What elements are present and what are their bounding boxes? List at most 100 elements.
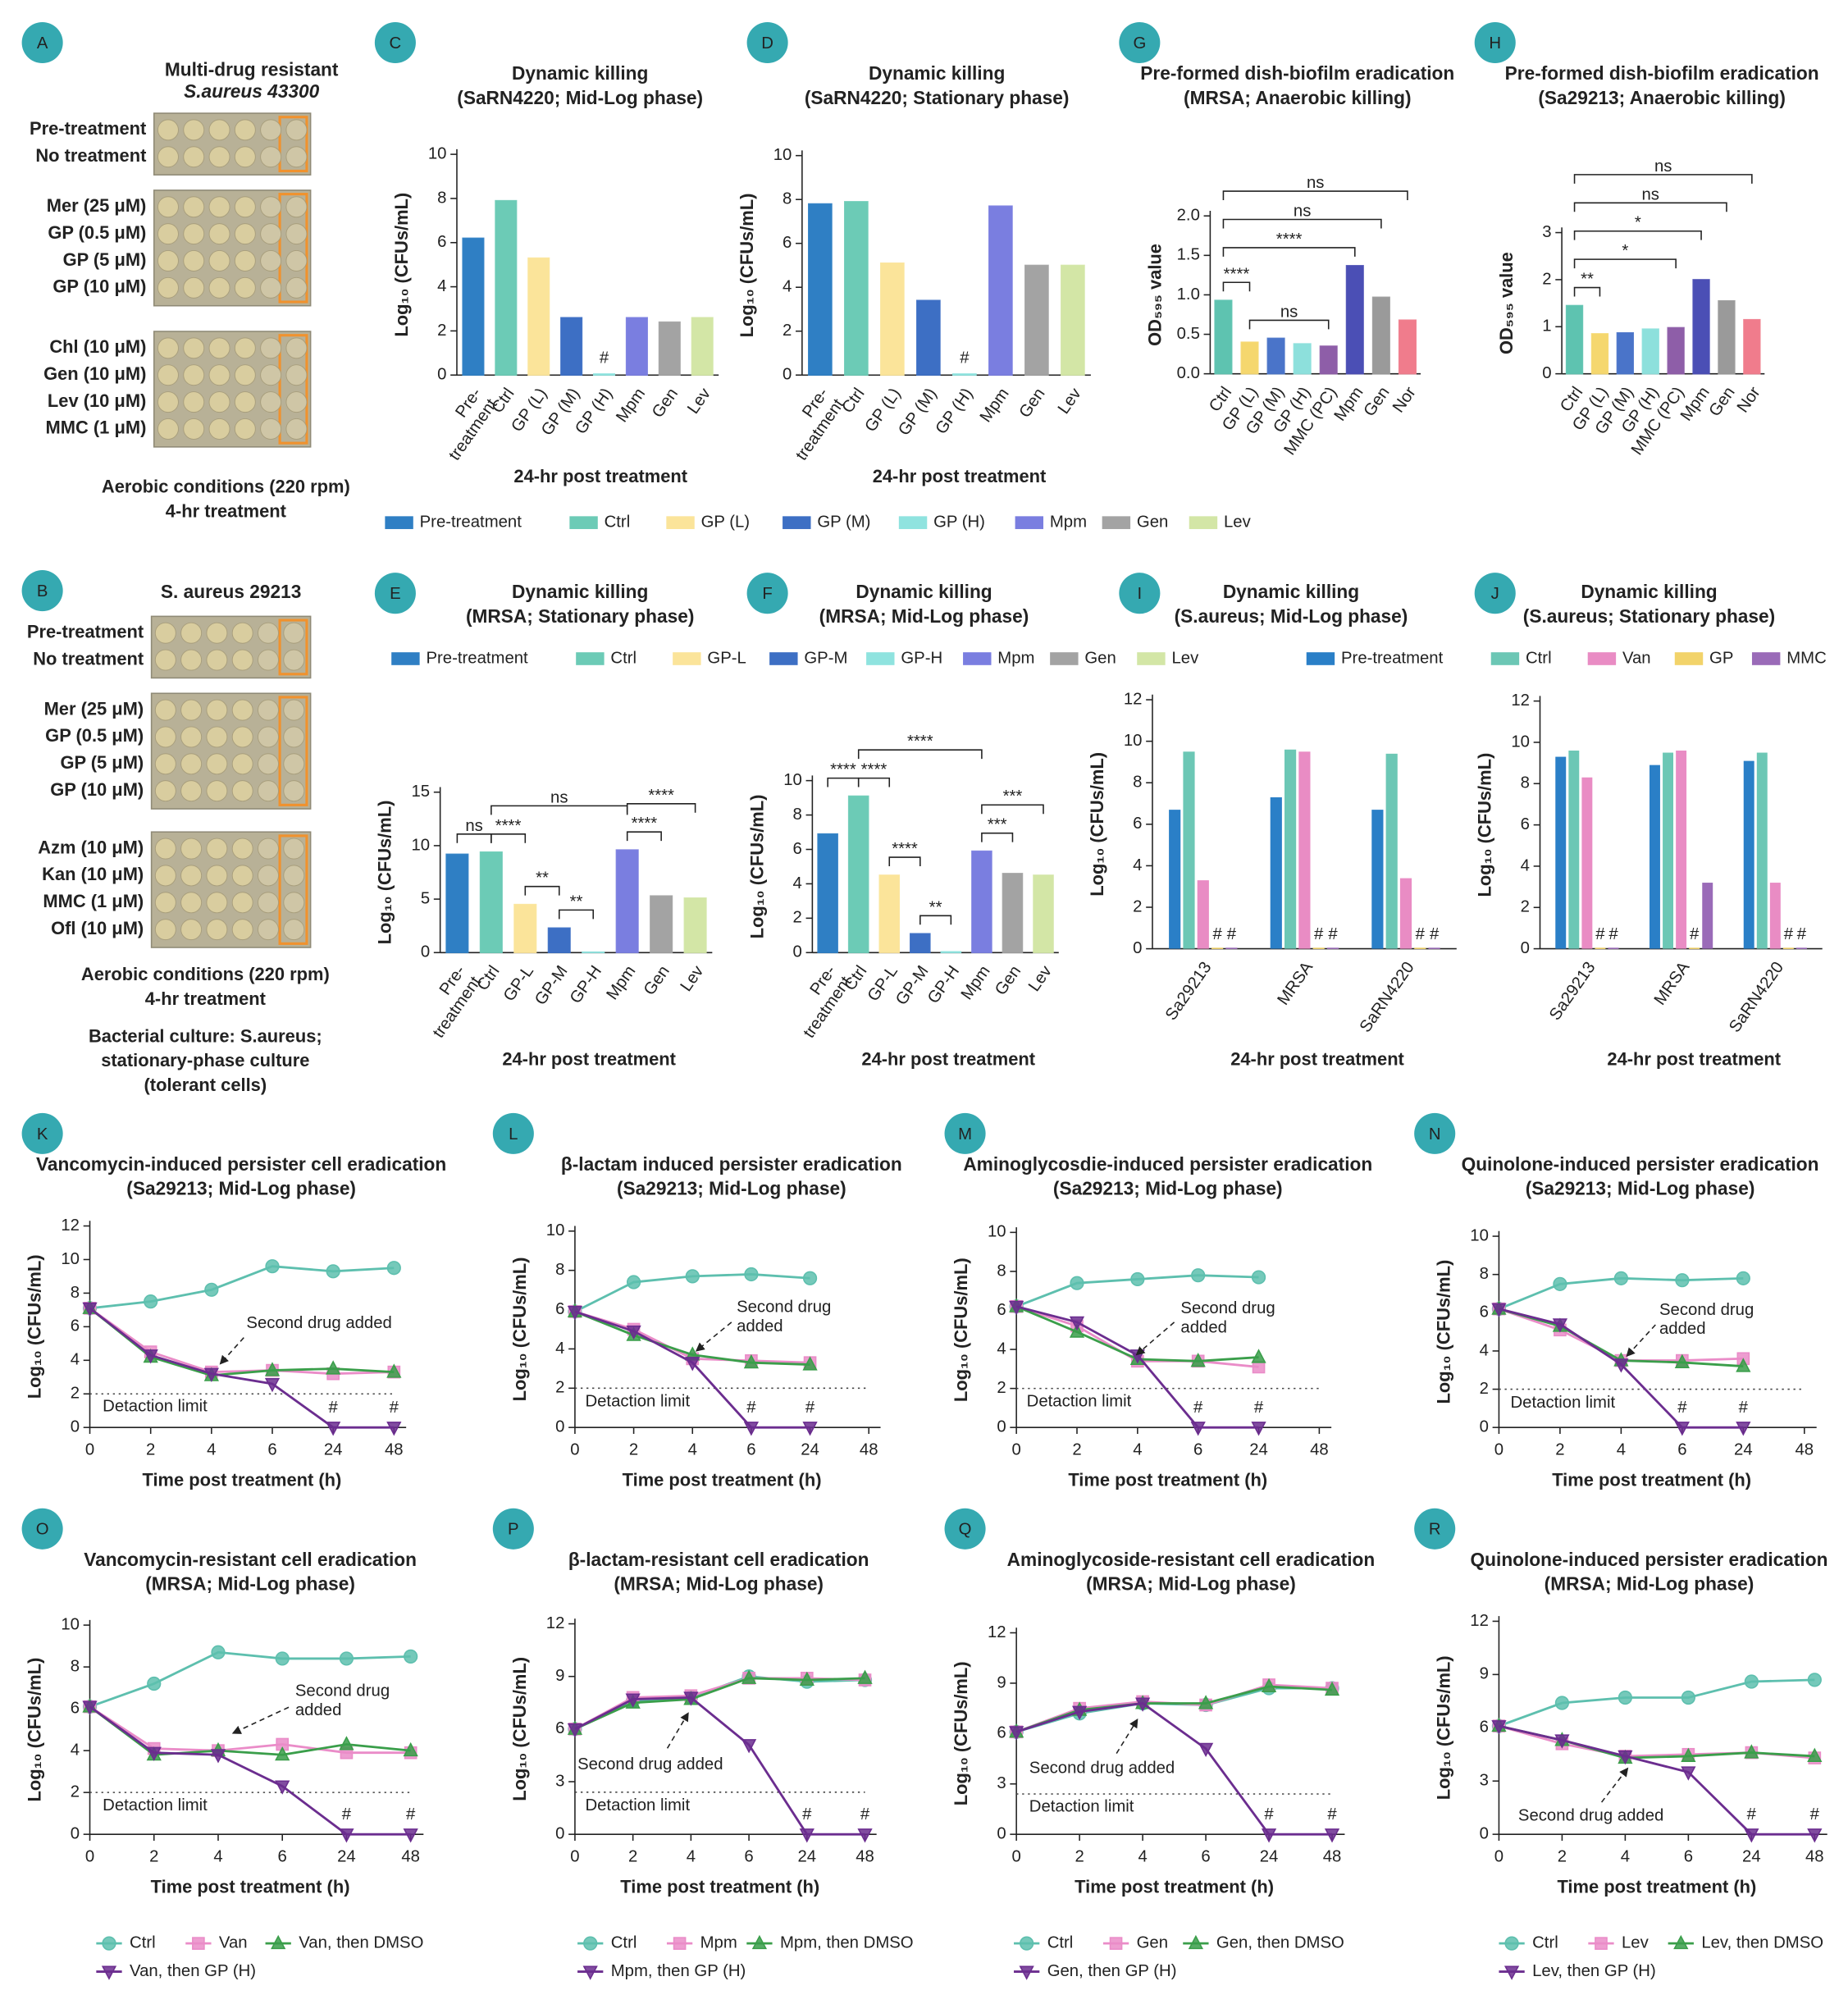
colony-spot (183, 418, 205, 440)
significance-bracket (524, 885, 560, 896)
y-axis-label: Log₁₀ (CFUs/mL) (1434, 1655, 1454, 1800)
chart-title: Dynamic killing (512, 62, 648, 84)
point (802, 1422, 818, 1436)
highlight-box (278, 834, 308, 945)
point (857, 1828, 873, 1843)
point (1261, 1828, 1277, 1843)
bar (658, 321, 681, 377)
y-tick-label: 1.0 (1177, 285, 1200, 304)
x-axis-label: Time post treatment (h) (620, 1877, 819, 1897)
y-tick-label: 2 (555, 1379, 564, 1397)
x-tick-label: 0 (570, 1848, 579, 1866)
bar (1565, 304, 1584, 375)
legend-swatch (1674, 652, 1704, 665)
panel-badge (492, 1508, 534, 1550)
colony-spot (285, 418, 308, 440)
significance-bracket (1222, 247, 1356, 257)
y-tick-label: 8 (437, 189, 446, 207)
chart-title: Pre-formed dish-biofilm eradication (1505, 62, 1819, 84)
x-axis-label: Time post treatment (h) (1552, 1470, 1751, 1490)
legend-label: MMC (1786, 649, 1827, 667)
bar (691, 317, 714, 377)
significance-label: *** (1003, 787, 1023, 806)
y-tick-label: 2 (71, 1385, 80, 1403)
panel-letter: O (36, 1521, 49, 1539)
point (857, 1669, 873, 1684)
annotation: Second drug added (1029, 1760, 1175, 1778)
detection-limit-label: Detaction limit (103, 1398, 208, 1416)
y-tick-label: 0 (1480, 1825, 1489, 1843)
colony-spot (260, 337, 282, 359)
marker-label: # (1314, 925, 1324, 943)
chart-subtitle: (Sa29213; Mid-Log phase) (617, 1178, 846, 1199)
x-tick-label: Mpm (604, 962, 640, 1003)
y-axis-label: OD₅₉₅ value (1496, 252, 1517, 354)
legend-swatch (673, 652, 701, 665)
point (1681, 1690, 1695, 1705)
annotation-arrow (1626, 1324, 1656, 1358)
legend-label: Lev (1171, 649, 1199, 667)
x-tick-label: Pre-treatment (430, 385, 501, 464)
chart-subtitle: (S.aureus; Stationary phase) (1523, 605, 1775, 627)
colony-spot (260, 223, 282, 245)
legend-label: GP (H) (933, 514, 985, 532)
bar (1371, 810, 1384, 949)
x-tick-label: Pre-treatment (777, 385, 848, 464)
colony-spot (157, 364, 179, 386)
bar (1345, 265, 1364, 375)
y-axis-label: Log₁₀ (CFUs/mL) (375, 801, 395, 945)
colony-spot (206, 919, 228, 941)
point (403, 1828, 418, 1843)
colony-spot (260, 119, 282, 141)
y-axis-label: Log₁₀ (CFUs/mL) (737, 194, 757, 338)
colony-spot (258, 919, 279, 941)
y-tick-label: 6 (997, 1301, 1006, 1319)
plate-footer: 4-hr treatment (145, 988, 267, 1009)
legend-label: Ctrl (611, 1934, 637, 1952)
colony-spot (154, 622, 176, 644)
significance-label: **** (892, 840, 918, 858)
point (146, 1746, 162, 1761)
point (1198, 1742, 1214, 1758)
y-tick-label: 15 (412, 783, 431, 801)
x-tick-label: 48 (385, 1441, 404, 1459)
panel-badge (1119, 21, 1161, 64)
y-tick-label: 10 (1124, 732, 1143, 750)
colony-spot (234, 146, 256, 168)
point (625, 1693, 641, 1708)
colony-spot (283, 753, 305, 775)
marker-label: # (960, 349, 970, 367)
point (326, 1264, 340, 1279)
y-tick-label: 3 (1480, 1772, 1489, 1790)
y-tick-label: 6 (783, 234, 792, 252)
bar (1650, 765, 1660, 949)
marker-label: # (1212, 925, 1222, 943)
bar (1284, 749, 1297, 949)
y-tick-label: 4 (555, 1340, 564, 1358)
y-tick-label: 6 (1480, 1719, 1489, 1737)
point (82, 1302, 98, 1317)
bar (952, 373, 977, 377)
y-tick-label: 10 (61, 1250, 80, 1268)
plate-footer: Aerobic conditions (220 rpm) (81, 964, 330, 984)
significance-bracket (981, 804, 1044, 815)
panel-letter: G (1133, 34, 1146, 52)
y-tick-label: 12 (546, 1614, 565, 1632)
point (1251, 1422, 1266, 1436)
legend-swatch (898, 516, 928, 529)
detection-limit-label: Detaction limit (103, 1796, 208, 1814)
colony-spot (231, 649, 253, 671)
colony-spot (258, 780, 279, 802)
colony-spot (183, 337, 205, 359)
bar (1641, 328, 1659, 375)
x-tick-label: Pre-treatment (414, 962, 486, 1042)
point (264, 1362, 281, 1376)
significance-bracket (558, 909, 595, 920)
bar (847, 795, 869, 954)
x-tick-label: Lev (678, 962, 708, 995)
legend-swatch (385, 516, 413, 529)
marker-label: # (1797, 925, 1807, 943)
legend-label: Mpm, then GP (H) (611, 1962, 746, 1980)
x-tick-label: 4 (1133, 1441, 1142, 1459)
